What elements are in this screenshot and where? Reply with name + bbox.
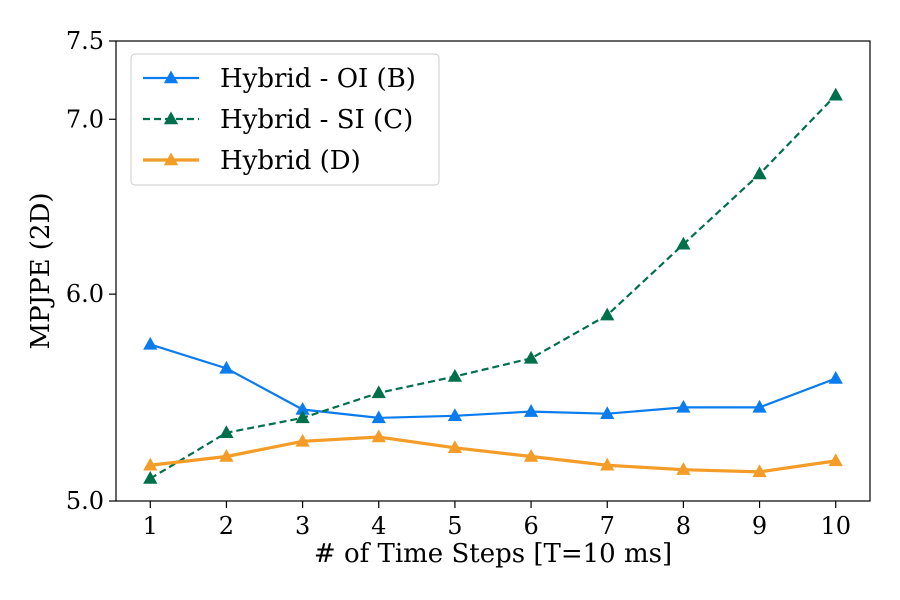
data-point — [523, 350, 539, 364]
series-2 — [143, 87, 843, 484]
data-point — [752, 464, 767, 478]
data-point — [676, 236, 691, 250]
series-line — [149, 343, 837, 419]
data-point — [752, 399, 767, 413]
x-tick-label: 5 — [447, 512, 462, 540]
data-point — [143, 336, 158, 350]
plot-area — [143, 87, 843, 484]
axes: 1 2 3 4 5 6 7 8 9 10 5.0 6.0 7.0 7.5 — [66, 27, 851, 540]
y-axis-label: MPJPE (2D) — [26, 193, 56, 350]
series-line — [149, 94, 837, 480]
series-1 — [143, 336, 843, 424]
data-point — [219, 360, 234, 374]
x-tick-label: 8 — [676, 512, 691, 540]
data-point — [828, 371, 843, 384]
data-point — [371, 429, 386, 443]
legend-box — [130, 53, 440, 186]
x-tick-label: 4 — [371, 512, 386, 540]
y-tick-label: 7.0 — [66, 105, 104, 133]
legend-marker — [163, 111, 179, 125]
plot-frame — [115, 40, 871, 502]
series-3 — [143, 429, 843, 478]
data-point — [523, 404, 539, 417]
data-point — [828, 87, 843, 101]
data-point — [295, 410, 310, 424]
x-tick-label: 10 — [820, 512, 851, 540]
legend-label: Hybrid - OI (B) — [220, 64, 416, 94]
data-point — [828, 453, 843, 467]
y-tick-label: 6.0 — [66, 280, 104, 308]
data-point — [447, 368, 463, 382]
x-tick-label: 1 — [143, 512, 158, 540]
data-point — [676, 399, 691, 413]
legend: Hybrid - OI (B) Hybrid - SI (C) Hybrid (D) — [130, 53, 440, 186]
data-point — [752, 166, 767, 180]
data-point — [447, 440, 463, 454]
x-tick-label: 6 — [523, 512, 538, 540]
legend-item: Hybrid (D) — [143, 146, 361, 176]
legend-item: Hybrid - OI (B) — [143, 64, 416, 94]
x-tick-label: 2 — [219, 512, 234, 540]
legend-marker — [163, 70, 179, 84]
legend-marker — [163, 152, 179, 166]
data-point — [371, 385, 386, 399]
data-point — [600, 406, 615, 419]
x-tick-label: 9 — [752, 512, 767, 540]
y-tick-label: 5.0 — [66, 487, 104, 515]
data-point — [676, 462, 691, 475]
series-line — [150, 435, 836, 474]
data-point — [143, 457, 158, 471]
data-point — [600, 457, 615, 471]
x-axis-label: # of Time Steps [T=10 ms] — [314, 539, 672, 569]
x-tick-label: 3 — [295, 512, 310, 540]
data-point — [371, 410, 386, 424]
x-tick-label: 7 — [600, 512, 615, 540]
legend-item: Hybrid - SI (C) — [143, 105, 413, 135]
data-point — [143, 471, 158, 484]
legend-label: Hybrid - SI (C) — [220, 105, 413, 135]
data-point — [219, 425, 234, 439]
data-point — [295, 401, 310, 415]
legend-label: Hybrid (D) — [220, 146, 361, 176]
y-tick-label: 7.5 — [66, 27, 104, 55]
data-point — [219, 449, 234, 462]
data-point — [600, 307, 615, 321]
data-point — [447, 408, 463, 422]
data-point — [295, 433, 310, 447]
data-point — [523, 449, 539, 462]
